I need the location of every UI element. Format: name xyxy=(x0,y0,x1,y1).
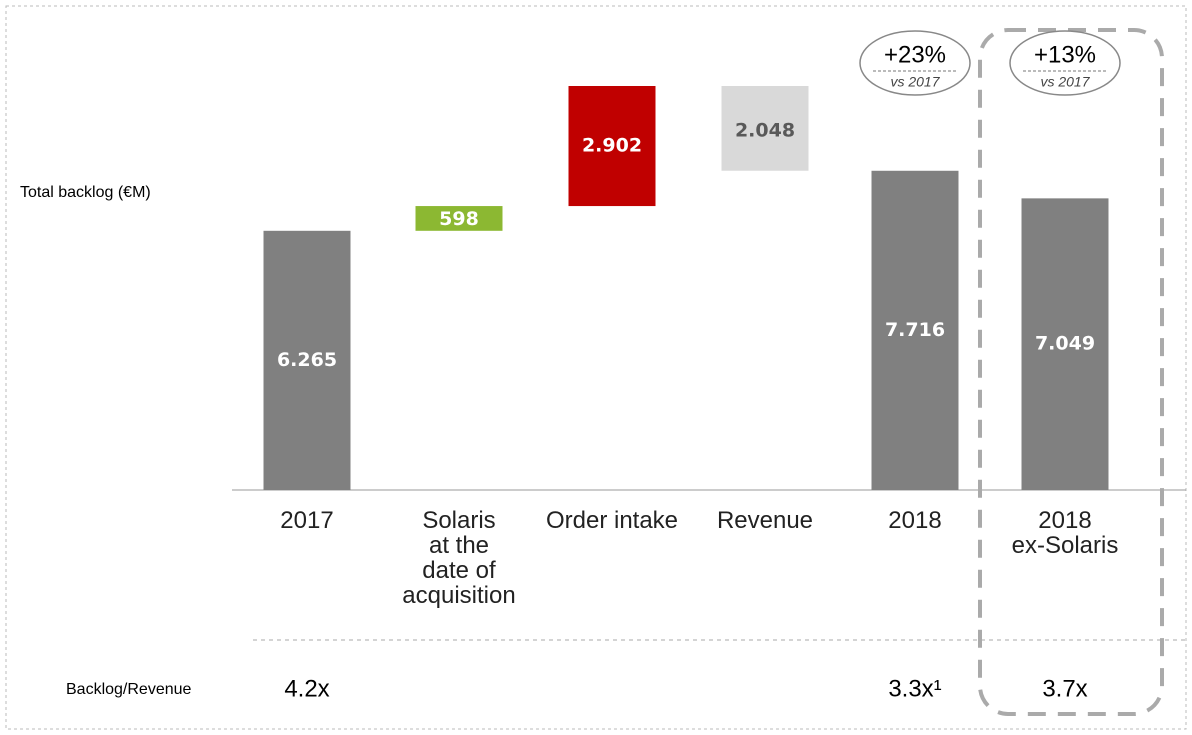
x-tick-label: 2017 xyxy=(280,507,334,534)
badge xyxy=(1009,30,1121,96)
bar xyxy=(1021,198,1109,491)
value-label: 7.049 xyxy=(1035,333,1095,355)
highlight-box xyxy=(978,28,1164,716)
x-tick-label: Revenue xyxy=(716,507,814,534)
ratio-label: Backlog/Revenue xyxy=(66,681,192,698)
bar xyxy=(871,170,959,490)
value-label: 2.048 xyxy=(735,120,795,142)
value-label: 7.716 xyxy=(885,319,945,341)
bar xyxy=(721,86,809,171)
badge-note: vs 2017 xyxy=(1040,74,1090,90)
ratio: 4.2x xyxy=(284,675,329,702)
frame xyxy=(5,5,1187,730)
ratio: 3.7x xyxy=(1042,675,1087,702)
badge xyxy=(859,30,971,96)
ratio: 3.3x¹ xyxy=(888,675,941,702)
badge-value: +23% xyxy=(884,41,946,68)
x-tick-label: Solaris at the date of acquisition xyxy=(402,507,516,609)
value-label: 2.902 xyxy=(582,135,642,157)
bar xyxy=(263,230,351,491)
badge-value: +13% xyxy=(1034,41,1096,68)
bar xyxy=(568,86,656,207)
value-label: 6.265 xyxy=(277,349,337,371)
x-tick-label: 2018 ex-Solaris xyxy=(1011,507,1119,559)
x-tick-label: Order intake xyxy=(545,507,679,534)
badge-note: vs 2017 xyxy=(890,74,940,90)
y-label: Total backlog (€M) xyxy=(20,184,151,201)
value-label: 598 xyxy=(439,208,479,230)
x-tick-label: 2018 xyxy=(888,507,942,534)
bar xyxy=(415,206,503,231)
